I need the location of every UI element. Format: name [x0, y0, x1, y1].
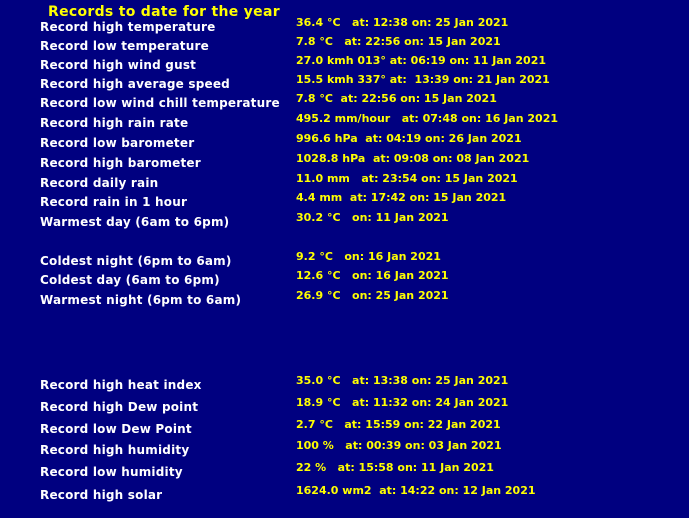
record-value: 7.8 °C at: 22:56 on: 15 Jan 2021	[296, 35, 501, 48]
record-row-low-temperature: Record low temperature 7.8 °C at: 22:56 …	[0, 35, 689, 55]
record-row-high-wind-gust: Record high wind gust 27.0 kmh 013° at: …	[0, 54, 689, 74]
record-row-high-humidity: Record high humidity 100 % at: 00:39 on:…	[0, 439, 689, 459]
record-value: 11.0 mm at: 23:54 on: 15 Jan 2021	[296, 172, 518, 185]
record-label: Record low humidity	[40, 465, 183, 479]
record-value: 30.2 °C on: 11 Jan 2021	[296, 211, 449, 224]
record-value: 4.4 mm at: 17:42 on: 15 Jan 2021	[296, 191, 507, 204]
record-value: 12.6 °C on: 16 Jan 2021	[296, 269, 449, 282]
record-row-warmest-night: Warmest night (6pm to 6am) 26.9 °C on: 2…	[0, 289, 689, 309]
record-value: 100 % at: 00:39 on: 03 Jan 2021	[296, 439, 502, 452]
record-value: 1028.8 hPa at: 09:08 on: 08 Jan 2021	[296, 152, 530, 165]
record-label: Record high solar	[40, 488, 163, 502]
record-row-coldest-night: Coldest night (6pm to 6am) 9.2 °C on: 16…	[0, 250, 689, 270]
record-value: 15.5 kmh 337° at: 13:39 on: 21 Jan 2021	[296, 73, 550, 86]
record-label: Record high heat index	[40, 378, 202, 392]
record-row-low-barometer: Record low barometer 996.6 hPa at: 04:19…	[0, 132, 689, 152]
record-value: 7.8 °C at: 22:56 on: 15 Jan 2021	[296, 92, 497, 105]
record-row-low-dew-point: Record low Dew Point 2.7 °C at: 15:59 on…	[0, 418, 689, 438]
record-row-high-heat-index: Record high heat index 35.0 °C at: 13:38…	[0, 374, 689, 394]
record-row-high-temperature: Record high temperature 36.4 °C at: 12:3…	[0, 16, 689, 36]
record-label: Record high average speed	[40, 77, 230, 91]
record-label: Coldest day (6am to 6pm)	[40, 273, 220, 287]
record-label: Record daily rain	[40, 176, 159, 190]
record-row-high-rain-rate: Record high rain rate 495.2 mm/hour at: …	[0, 112, 689, 132]
record-label: Record low temperature	[40, 39, 209, 53]
record-row-rain-1-hour: Record rain in 1 hour 4.4 mm at: 17:42 o…	[0, 191, 689, 211]
record-value: 22 % at: 15:58 on: 11 Jan 2021	[296, 461, 494, 474]
record-row-coldest-day: Coldest day (6am to 6pm) 12.6 °C on: 16 …	[0, 269, 689, 289]
record-label: Record high humidity	[40, 443, 190, 457]
record-row-high-barometer: Record high barometer 1028.8 hPa at: 09:…	[0, 152, 689, 172]
record-value: 27.0 kmh 013° at: 06:19 on: 11 Jan 2021	[296, 54, 546, 67]
record-row-warmest-day: Warmest day (6am to 6pm) 30.2 °C on: 11 …	[0, 211, 689, 231]
record-row-daily-rain: Record daily rain 11.0 mm at: 23:54 on: …	[0, 172, 689, 192]
record-value: 996.6 hPa at: 04:19 on: 26 Jan 2021	[296, 132, 522, 145]
record-value: 18.9 °C at: 11:32 on: 24 Jan 2021	[296, 396, 509, 409]
record-value: 495.2 mm/hour at: 07:48 on: 16 Jan 2021	[296, 112, 558, 125]
record-label: Record high Dew point	[40, 400, 199, 414]
record-label: Record high barometer	[40, 156, 201, 170]
record-label: Record high temperature	[40, 20, 216, 34]
page-title: Records to date for the year	[48, 4, 280, 20]
record-value: 9.2 °C on: 16 Jan 2021	[296, 250, 441, 263]
record-row-low-humidity: Record low humidity 22 % at: 15:58 on: 1…	[0, 461, 689, 481]
record-label: Record high wind gust	[40, 58, 197, 72]
record-label: Record low wind chill temperature	[40, 96, 280, 110]
record-value: 1624.0 wm2 at: 14:22 on: 12 Jan 2021	[296, 484, 536, 497]
record-label: Coldest night (6pm to 6am)	[40, 254, 232, 268]
record-value: 35.0 °C at: 13:38 on: 25 Jan 2021	[296, 374, 509, 387]
record-value: 26.9 °C on: 25 Jan 2021	[296, 289, 449, 302]
record-label: Record low Dew Point	[40, 422, 192, 436]
record-label: Warmest night (6pm to 6am)	[40, 293, 242, 307]
record-label: Record rain in 1 hour	[40, 195, 188, 209]
record-row-high-solar: Record high solar 1624.0 wm2 at: 14:22 o…	[0, 484, 689, 504]
record-row-low-wind-chill: Record low wind chill temperature 7.8 °C…	[0, 92, 689, 112]
record-label: Record low barometer	[40, 136, 195, 150]
record-label: Warmest day (6am to 6pm)	[40, 215, 230, 229]
record-label: Record high rain rate	[40, 116, 189, 130]
record-row-high-average-speed: Record high average speed 15.5 kmh 337° …	[0, 73, 689, 93]
record-row-high-dew-point: Record high Dew point 18.9 °C at: 11:32 …	[0, 396, 689, 416]
record-value: 2.7 °C at: 15:59 on: 22 Jan 2021	[296, 418, 501, 431]
record-value: 36.4 °C at: 12:38 on: 25 Jan 2021	[296, 16, 509, 29]
